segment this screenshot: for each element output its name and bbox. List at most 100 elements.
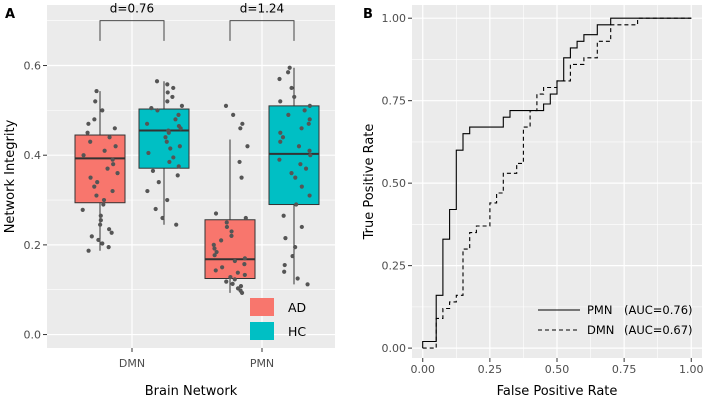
data-point	[95, 180, 100, 185]
data-point	[80, 207, 85, 213]
x-tick-label: 0.00	[410, 363, 435, 376]
data-point	[308, 153, 313, 158]
data-point	[156, 180, 161, 185]
data-point	[100, 241, 105, 246]
data-point	[94, 193, 99, 198]
data-point	[307, 117, 312, 122]
data-point	[107, 227, 112, 232]
data-point	[111, 162, 116, 167]
data-point	[107, 135, 112, 140]
data-point	[280, 135, 286, 140]
data-point	[287, 65, 292, 70]
y-axis-title: True Positive Rate	[362, 124, 377, 241]
panel-b-letter: B	[363, 7, 373, 22]
data-point	[305, 282, 310, 287]
data-point	[307, 103, 312, 108]
data-point	[113, 144, 118, 149]
data-point	[85, 130, 90, 135]
data-point	[242, 262, 247, 267]
legend-label-dmn: DMN	[587, 323, 614, 337]
data-point	[160, 215, 165, 221]
data-point	[174, 222, 179, 227]
y-tick-label: 0.25	[382, 260, 407, 273]
data-point	[105, 166, 110, 171]
data-point	[96, 237, 101, 243]
data-point	[219, 238, 224, 243]
data-point	[106, 245, 111, 250]
data-point	[93, 99, 98, 104]
data-point	[109, 230, 114, 235]
legend-auc-dmn: (AUC=0.67)	[624, 323, 693, 337]
data-point	[100, 108, 105, 113]
legend-auc-pmn: (AUC=0.76)	[624, 303, 693, 317]
data-point	[101, 202, 106, 207]
data-point	[88, 175, 93, 180]
data-point	[283, 236, 288, 241]
data-point	[307, 193, 312, 198]
panel-b-axes: 0.00 0.25 0.50 0.75 1.00 0.00 0.25 0.50 0.75 1.00…	[362, 12, 704, 399]
legend-label-hc: HC	[288, 324, 306, 339]
data-point	[242, 272, 247, 278]
data-point	[302, 108, 307, 113]
data-point	[223, 103, 229, 108]
data-point	[293, 245, 298, 250]
data-point	[290, 253, 295, 259]
data-point	[110, 157, 115, 162]
data-point	[286, 112, 291, 117]
box-pmn-ad	[204, 103, 256, 295]
data-point	[285, 70, 291, 75]
data-point	[168, 146, 173, 151]
y-tick-label: 1.00	[382, 12, 407, 25]
data-point	[176, 123, 182, 129]
y-tick-label: 0.50	[382, 177, 407, 190]
data-point	[164, 139, 169, 144]
y-tick-label: 0.6	[24, 60, 42, 73]
y-axis-title: Network Integrity	[3, 119, 18, 233]
data-point	[154, 79, 160, 84]
roc-curve-dmn	[422, 17, 692, 349]
data-point	[213, 268, 218, 273]
data-point	[278, 99, 283, 104]
data-point	[282, 262, 287, 268]
legend-swatch-ad	[250, 298, 274, 316]
panel-b-legend: PMN (AUC=0.76) DMN (AUC=0.67)	[538, 303, 693, 337]
data-point	[299, 184, 304, 189]
data-point	[224, 224, 230, 230]
data-point	[171, 155, 176, 160]
data-point	[238, 284, 244, 289]
data-point	[112, 126, 117, 131]
data-point	[212, 253, 217, 258]
data-point	[88, 139, 93, 144]
y-tick-label: 0.0	[24, 329, 42, 342]
panel-a-letter: A	[5, 7, 15, 22]
data-point	[171, 85, 176, 91]
box-dmn-ad	[74, 88, 126, 253]
effect-size-label: d=1.24	[240, 2, 284, 16]
x-tick-label: 1.00	[679, 363, 704, 376]
data-point	[245, 144, 250, 149]
data-point	[240, 121, 245, 126]
data-point	[281, 213, 286, 218]
data-point	[228, 275, 233, 280]
data-point	[146, 150, 151, 156]
data-point	[176, 164, 181, 169]
data-point	[213, 211, 219, 216]
data-point	[110, 188, 115, 194]
data-point	[306, 121, 311, 126]
data-point	[289, 85, 294, 91]
data-point	[163, 135, 168, 140]
data-point	[296, 144, 302, 149]
data-point	[165, 99, 170, 104]
x-tick-label: 0.25	[478, 363, 503, 376]
data-point	[179, 103, 185, 108]
box-iqr	[74, 134, 126, 204]
data-point	[176, 112, 181, 117]
data-point	[293, 175, 298, 180]
x-tick-label: 0.75	[612, 363, 637, 376]
data-point	[295, 276, 300, 281]
data-point	[98, 213, 103, 218]
data-point	[237, 159, 242, 165]
effect-size-label: d=0.76	[110, 2, 154, 16]
data-point	[115, 171, 120, 176]
y-tick-label: 0.00	[382, 342, 407, 355]
